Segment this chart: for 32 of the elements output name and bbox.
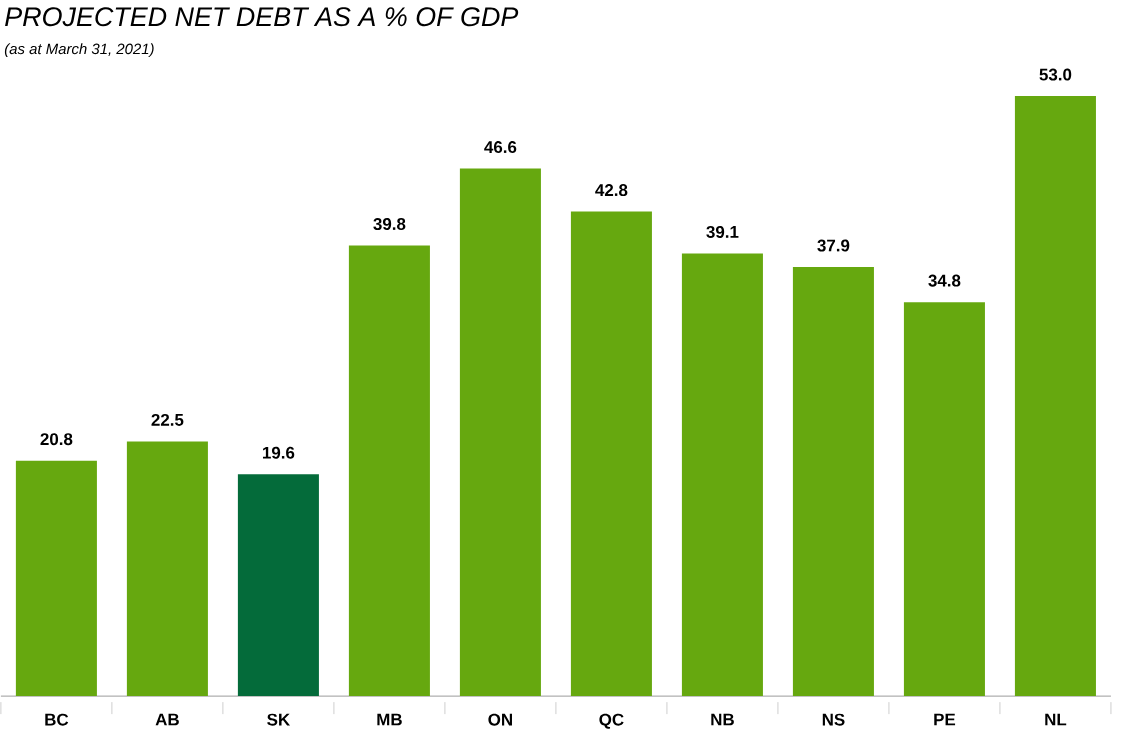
x-tick-label: MB bbox=[377, 713, 402, 726]
bar bbox=[126, 441, 208, 697]
data-label: 39.8 bbox=[373, 218, 406, 231]
data-label: 34.8 bbox=[928, 274, 961, 287]
data-label: 19.6 bbox=[262, 446, 295, 459]
x-tick-label: BC bbox=[45, 713, 69, 726]
bar bbox=[237, 474, 319, 697]
x-tick-label: ON bbox=[488, 713, 512, 726]
bar bbox=[1014, 96, 1096, 697]
bar bbox=[570, 211, 652, 697]
chart-title: PROJECTED NET DEBT AS A % OF GDP bbox=[5, 7, 519, 27]
data-label: 37.9 bbox=[817, 239, 850, 252]
x-tick-label: NS bbox=[822, 713, 845, 726]
x-tick-label: PE bbox=[934, 713, 956, 726]
data-label: 42.8 bbox=[595, 184, 628, 197]
x-tick-label: QC bbox=[599, 713, 624, 729]
bar bbox=[681, 253, 763, 697]
x-tick-label: SK bbox=[267, 713, 291, 726]
data-label: 20.8 bbox=[40, 433, 73, 446]
data-label: 39.1 bbox=[706, 225, 739, 238]
bar bbox=[903, 302, 985, 697]
x-tick-label: NB bbox=[711, 713, 734, 726]
data-label: 53.0 bbox=[1039, 68, 1072, 81]
bar bbox=[792, 267, 874, 697]
data-label: 22.5 bbox=[151, 413, 184, 426]
data-label: 46.6 bbox=[484, 141, 517, 154]
bar bbox=[348, 245, 430, 697]
x-tick-label: AB bbox=[155, 713, 179, 726]
chart-subtitle: (as at March 31, 2021) bbox=[4, 43, 154, 58]
bar bbox=[15, 460, 97, 697]
x-tick-label: NL bbox=[1045, 713, 1067, 726]
bar bbox=[459, 168, 541, 697]
